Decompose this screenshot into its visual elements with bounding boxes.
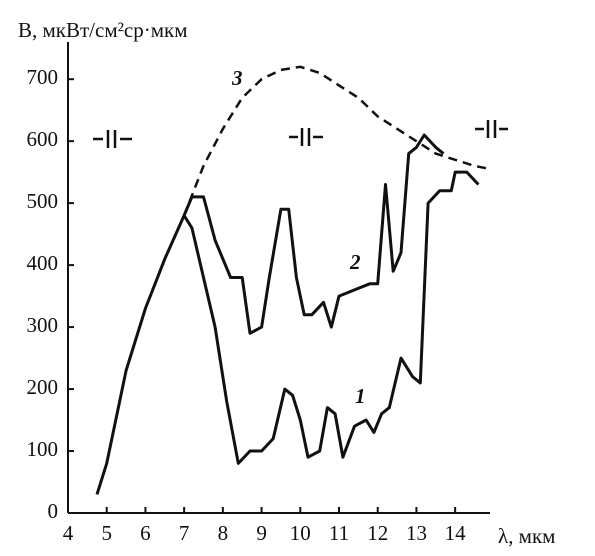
series-label: 2	[349, 250, 361, 274]
line-series	[95, 170, 480, 495]
y-tick-label: 700	[27, 65, 59, 89]
line-series	[182, 65, 491, 216]
y-tick-label: 300	[27, 313, 59, 337]
gap-symbols	[93, 120, 508, 148]
series-label: 1	[355, 384, 366, 408]
y-tick-label: 500	[27, 189, 59, 213]
x-axis-label: λ, мкм	[498, 524, 555, 548]
y-tick-label: 600	[27, 127, 59, 151]
x-tick-label: 10	[290, 521, 311, 545]
x-tick-label: 8	[218, 521, 229, 545]
x-tick-label: 6	[140, 521, 151, 545]
y-tick-label: 200	[27, 375, 59, 399]
x-tick-label: 9	[256, 521, 267, 545]
y-tick-label: 400	[27, 251, 59, 275]
x-tick-label: 5	[101, 521, 112, 545]
y-tick-label: 0	[48, 499, 59, 523]
line-series	[182, 133, 445, 335]
x-tick-label: 12	[367, 521, 388, 545]
series-label: 3	[231, 66, 243, 90]
x-tick-label: 13	[406, 521, 427, 545]
y-tick-label: 100	[27, 437, 59, 461]
x-tick-label: 4	[63, 521, 74, 545]
x-tick-label: 14	[445, 521, 467, 545]
x-tick-label: 7	[179, 521, 190, 545]
y-axis-label: B, мкВт/см²ср·мкм	[18, 18, 188, 42]
x-tick-label: 11	[329, 521, 349, 545]
